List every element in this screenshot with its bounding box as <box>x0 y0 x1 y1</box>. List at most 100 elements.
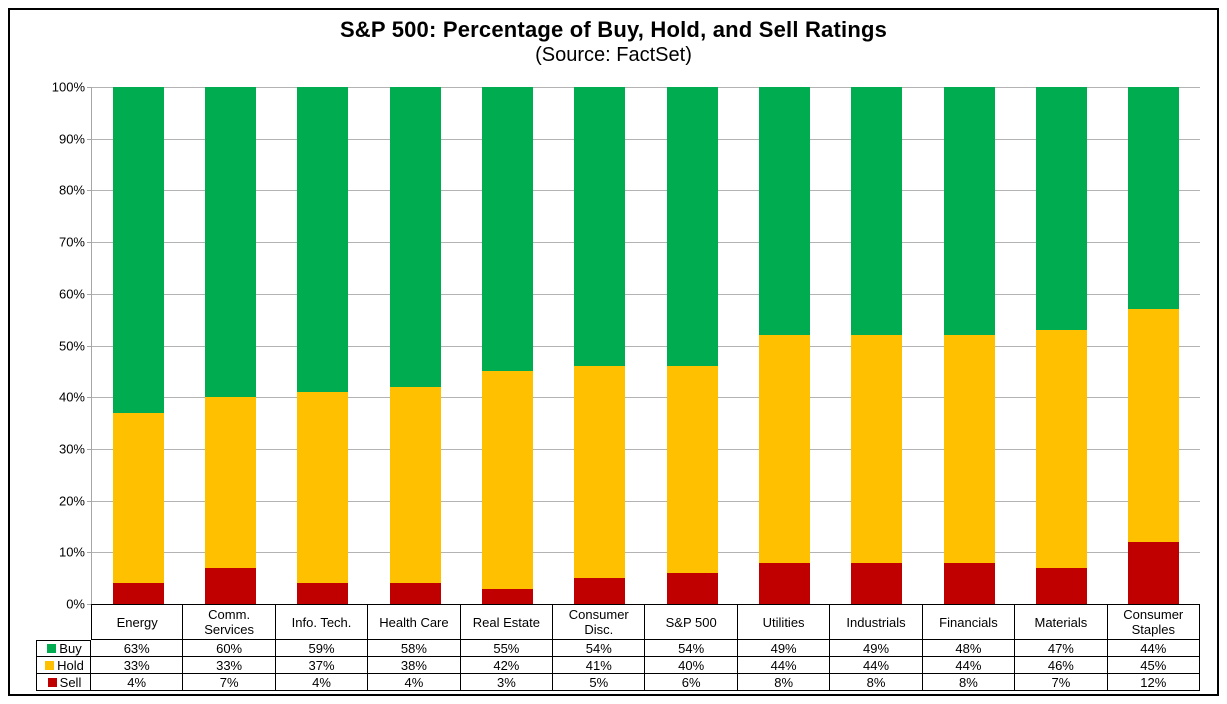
value-cell-buy: 60% <box>183 640 276 657</box>
category-header-cell: Health Care <box>368 604 461 640</box>
y-axis-label: 60% <box>58 286 85 302</box>
chart-frame: S&P 500: Percentage of Buy, Hold, and Se… <box>8 8 1219 696</box>
bar-segment-hold <box>1128 309 1180 542</box>
bar-segment-buy <box>482 87 533 372</box>
bar-column <box>646 87 738 604</box>
y-tick <box>87 87 91 88</box>
bar-segment-sell <box>205 567 256 604</box>
category-header-cell: Info. Tech. <box>275 604 369 640</box>
category-header-cell: Consumer Staples <box>1107 604 1200 640</box>
chart-subtitle: (Source: FactSet) <box>535 44 692 66</box>
category-header-cell: Real Estate <box>460 604 554 640</box>
y-gridline <box>91 345 1200 347</box>
y-axis-label: 0% <box>66 596 85 612</box>
bar-segment-sell <box>482 588 533 604</box>
value-cell-buy: 47% <box>1015 640 1108 657</box>
y-axis-label: 20% <box>58 493 85 509</box>
category-header-cell: Comm. Services <box>183 604 276 640</box>
y-axis-label: 100% <box>51 79 85 95</box>
bar-segment-hold <box>1036 330 1087 568</box>
value-cell-hold: 44% <box>830 657 923 674</box>
bar-segment-buy <box>851 87 903 336</box>
value-cell-buy: 54% <box>645 640 738 657</box>
y-tick <box>87 500 91 502</box>
y-axis-label: 50% <box>58 338 85 353</box>
bar-segment-hold <box>666 366 718 573</box>
bar-segment-sell <box>943 562 995 604</box>
legend-label-sell: Sell <box>59 674 82 690</box>
value-cell-sell: 7% <box>183 674 276 691</box>
value-cell-hold: 44% <box>922 657 1016 674</box>
bar-column <box>831 87 923 604</box>
legend-label-buy: Buy <box>59 641 82 656</box>
bar-stack <box>666 87 718 604</box>
bar-segment-buy <box>943 87 995 336</box>
bar-segment-sell <box>666 572 718 604</box>
value-cell-buy: 49% <box>737 640 831 657</box>
y-gridline <box>91 293 1200 295</box>
y-gridline <box>91 552 1200 554</box>
y-axis-label: 10% <box>58 544 85 560</box>
value-cell-buy: 49% <box>830 640 923 657</box>
bar-column <box>554 87 646 604</box>
bar-segment-hold <box>482 371 533 589</box>
bar-segment-buy <box>205 87 256 398</box>
legend-swatch-sell <box>47 677 57 687</box>
y-axis-label: 30% <box>58 441 85 457</box>
bar-stack <box>943 87 995 604</box>
y-tick <box>87 293 91 295</box>
legend-swatch-buy <box>47 644 57 653</box>
y-gridline <box>91 190 1200 192</box>
bar-column <box>923 87 1015 604</box>
y-tick <box>87 604 91 605</box>
bars-layer <box>92 87 1200 604</box>
plot-area <box>87 87 1200 605</box>
bar-stack <box>205 87 256 604</box>
bar-segment-buy <box>1128 87 1180 310</box>
value-cell-sell: 12% <box>1107 674 1200 691</box>
value-cell-sell: 3% <box>460 674 554 691</box>
bar-column <box>277 87 369 604</box>
value-cell-sell: 8% <box>830 674 923 691</box>
value-cell-buy: 44% <box>1107 640 1200 657</box>
bar-stack <box>482 87 533 604</box>
y-tick <box>87 345 91 347</box>
value-cell-sell: 8% <box>922 674 1016 691</box>
value-cell-sell: 7% <box>1015 674 1108 691</box>
bar-stack <box>759 87 810 604</box>
chart-title: S&P 500: Percentage of Buy, Hold, and Se… <box>339 17 888 42</box>
bar-segment-buy <box>297 87 349 393</box>
bar-segment-sell <box>389 583 441 604</box>
bar-segment-hold <box>943 335 995 563</box>
data-table: Energy Comm. Services Info. Tech. Health Ca… <box>36 604 1200 691</box>
y-tick <box>87 552 91 554</box>
category-header-cell: Industrials <box>830 604 923 640</box>
value-cell-hold: 38% <box>368 657 461 674</box>
y-axis-label: 80% <box>58 182 85 198</box>
value-cell-hold: 41% <box>553 657 646 674</box>
y-tick <box>87 138 91 140</box>
bar-column <box>738 87 830 604</box>
y-axis-label: 40% <box>58 389 85 405</box>
value-cell-hold: 42% <box>460 657 554 674</box>
bar-column <box>92 87 184 604</box>
value-cell-hold: 46% <box>1015 657 1108 674</box>
y-gridline <box>91 448 1200 450</box>
legend-label-hold: Hold <box>57 657 84 673</box>
value-cell-hold: 40% <box>645 657 738 674</box>
y-axis-labels: 0% 10% 20% 30% 40% 50% 60% 70% 80% 90% 100% <box>10 80 85 612</box>
y-tick <box>87 242 91 244</box>
bar-column <box>1015 87 1107 604</box>
bar-column <box>369 87 461 604</box>
y-axis-line <box>91 87 92 604</box>
y-tick <box>87 397 91 399</box>
bar-segment-sell <box>1128 541 1180 604</box>
value-cell-buy: 55% <box>460 640 554 657</box>
bar-segment-hold <box>389 386 441 584</box>
value-cell-sell: 5% <box>553 674 646 691</box>
bar-segment-sell <box>297 583 349 604</box>
y-gridline <box>91 87 1200 88</box>
category-header-cell: Energy <box>91 604 184 640</box>
y-tick <box>87 190 91 192</box>
category-header-cell: S&P 500 <box>645 604 738 640</box>
